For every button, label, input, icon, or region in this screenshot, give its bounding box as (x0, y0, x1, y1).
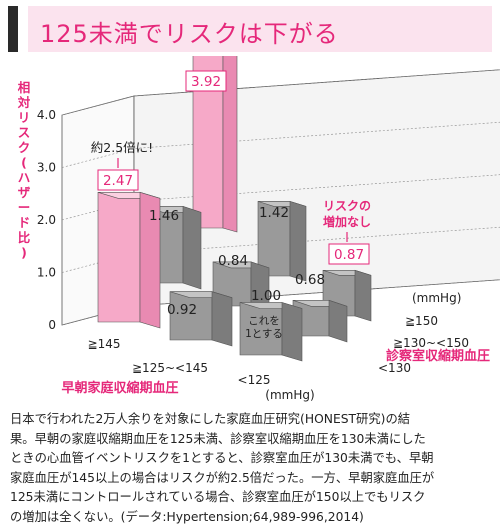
clinic-axis-unit: (mmHg) (412, 291, 461, 305)
caption-line: の増加は全くない。(データ:Hypertension;64,989-996,20… (10, 509, 364, 524)
gridline (61, 121, 500, 168)
bar-3.92 (192, 56, 238, 233)
value-label: 1.00 (251, 288, 281, 304)
value-label: 0.84 (218, 253, 248, 269)
title-banner (28, 6, 492, 52)
value-label: 1.46 (149, 208, 179, 224)
value-label: 1.42 (259, 205, 289, 221)
gridline (61, 279, 500, 326)
y-axis-label-char: ( (21, 155, 27, 170)
y-axis-label-char: ハ (18, 170, 31, 185)
value-label-box (97, 169, 139, 191)
page-title: 125未満でリスクは下がる (40, 20, 339, 48)
y-axis-label-char: 対 (17, 95, 31, 110)
y-axis-label-char: ス (18, 125, 31, 140)
y-tick-label: 4.0 (37, 108, 56, 122)
value-label: 3.92 (191, 74, 221, 90)
annotation-no-increase: リスクの (323, 199, 371, 213)
y-tick-label: 3.0 (37, 161, 56, 175)
clinic-category-label: ≧130~<150 (393, 336, 469, 350)
bar-2.47 (97, 191, 161, 329)
morning-category-label: ≧125~<145 (132, 361, 208, 375)
value-label-box (328, 243, 370, 265)
chart-caption: 日本で行われた2万人余りを対象にした家庭血圧研究(HONEST研究)の結 果。早… (10, 410, 492, 527)
bar-0.92 (169, 291, 233, 347)
caption-line: 125未満にコントロールされている場合、診察室血圧が150以上でもリスク (10, 490, 426, 504)
y-axis-label-char: ) (21, 245, 27, 260)
y-axis-label-char: ー (18, 200, 31, 215)
clinic-axis-title: 診察室収縮期血圧 (386, 348, 490, 364)
caption-line: 果。早朝の家庭収縮期血圧を125未満、診察室収縮期血圧を130未満にした (10, 431, 426, 446)
gridline (61, 69, 500, 116)
y-axis-label-char: ザ (18, 185, 31, 200)
annotation-about-2-5: 約2.5倍に! (91, 140, 153, 155)
gridline (61, 226, 500, 273)
value-label: 0.92 (167, 302, 197, 318)
caption-line: 日本で行われた2万人余りを対象にした家庭血圧研究(HONEST研究)の結 (10, 412, 411, 426)
morning-category-label: <125 (238, 373, 271, 387)
morning-category-label: ≧145 (88, 337, 121, 351)
annotation-reference: 1とする (245, 328, 283, 340)
y-axis-label-char: 比 (18, 230, 31, 245)
y-axis-label-char: 相 (18, 80, 31, 95)
value-label: 2.47 (103, 173, 133, 189)
value-label: 0.68 (295, 272, 325, 288)
clinic-category-label: <130 (378, 361, 411, 375)
morning-axis-title: 早朝家庭収縮期血圧 (61, 380, 178, 396)
y-axis-label-char: ク (18, 140, 31, 155)
bar-1.00 (239, 302, 303, 362)
clinic-category-label: ≧150 (405, 314, 438, 328)
caption-line: ときの心血管イベントリスクを1とすると、診察室血圧が130未満でも、早朝 (10, 451, 434, 465)
y-axis-label-char: リ (18, 110, 31, 125)
y-axis-label-char: ド (18, 215, 31, 230)
annotation-reference: これを (248, 315, 280, 327)
y-tick-label: 2.0 (37, 213, 56, 227)
value-label: 0.87 (334, 247, 364, 263)
y-tick-label: 1.0 (37, 266, 56, 280)
title-accent-bar (8, 6, 18, 52)
morning-axis-unit: (mmHg) (265, 388, 314, 402)
caption-line: 家庭血圧が145以上の場合はリスクが約2.5倍だった。一方、早朝家庭血圧が (10, 470, 435, 485)
annotation-no-increase: 増加なし (323, 214, 371, 229)
bar-1.42 (257, 200, 307, 282)
gridline (61, 174, 500, 221)
y-tick-label: 0 (48, 318, 56, 332)
value-label-box (185, 70, 227, 92)
